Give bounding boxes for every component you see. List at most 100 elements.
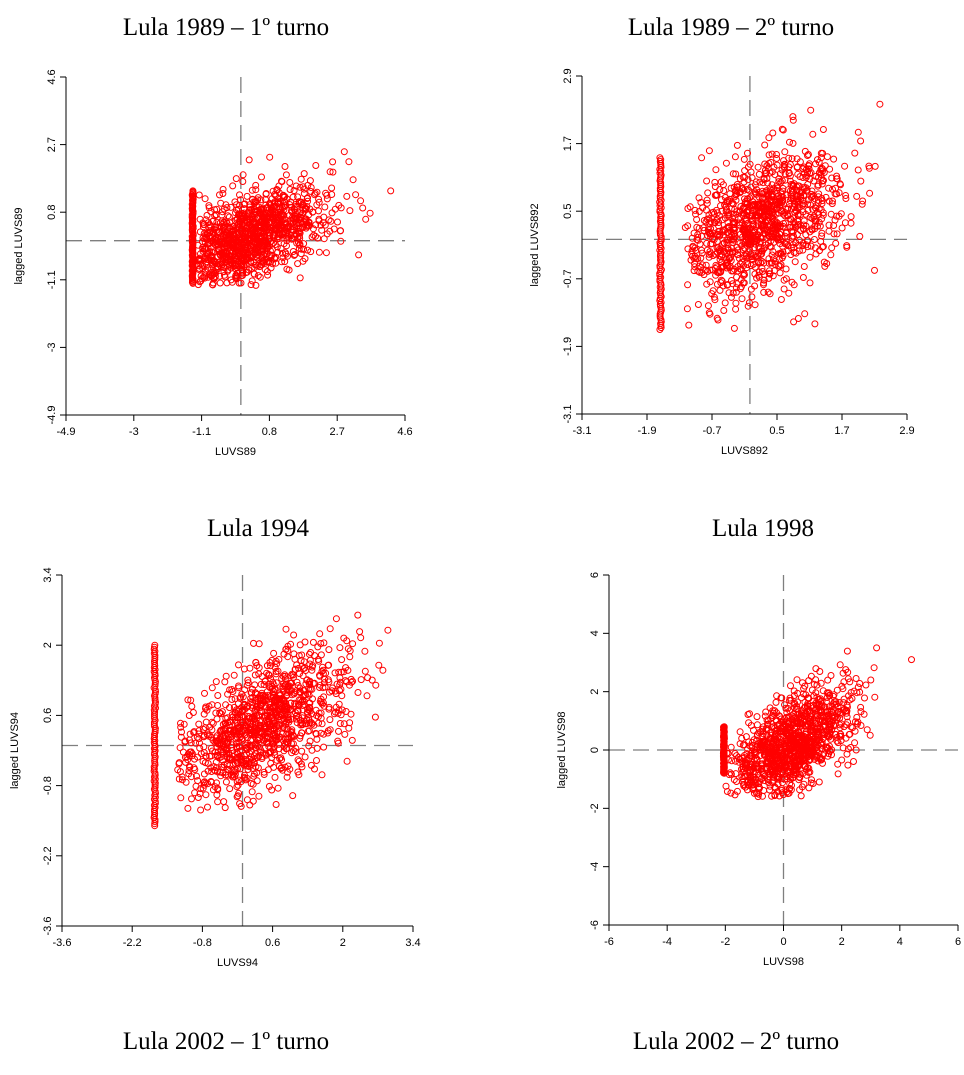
scatter-plot-lula-1989-1-point	[260, 229, 268, 237]
scatter-plot-lula-1989-1-point	[196, 278, 204, 286]
scatter-plot-lula-1998-point	[850, 758, 857, 765]
scatter-plot-lula-1989-1-point	[307, 248, 315, 256]
scatter-plot-lula-1989-1-point	[266, 153, 274, 161]
scatter-plot-lula-1989-1-point	[214, 263, 222, 271]
scatter-plot-lula-1989-1-point	[300, 245, 308, 253]
scatter-plot-lula-1998-point	[908, 656, 915, 664]
scatter-plot-lula-1998-y-tick-label: -2	[589, 803, 601, 813]
scatter-plot-lula-1989-1-point	[334, 218, 341, 226]
scatter-plot-lula-1989-1-point	[239, 171, 247, 179]
scatter-plot-lula-1989-1-point	[296, 183, 304, 191]
scatter-plot-lula-1989-1-point	[346, 207, 354, 215]
scatter-plot-lula-1989-1-point	[329, 158, 337, 166]
scatter-plot-lula-1989-1-point	[211, 258, 219, 266]
scatter-plot-lula-1989-1-point	[326, 227, 334, 235]
scatter-plot-lula-1998-y-tick-label: 0	[589, 747, 601, 753]
scatter-plot-lula-1998-y-tick-label: 2	[589, 689, 601, 695]
scatter-plot-lula-1998-y-label: lagged LUVS98	[556, 711, 568, 788]
scatter-plot-lula-1989-1-point	[312, 232, 319, 240]
scatter-plot-lula-1989-1-point	[248, 277, 256, 285]
scatter-plot-lula-1989-1-point	[207, 237, 215, 245]
scatter-plot-lula-1989-1-point	[308, 233, 316, 241]
scatter-plot-lula-1989-1-point	[253, 226, 260, 234]
plot-title-lula-1994: Lula 1994	[206, 515, 310, 542]
scatter-plot-lula-1989-1-point	[255, 238, 263, 246]
scatter-plot-lula-1989-1-point	[312, 221, 320, 229]
scatter-plot-lula-1989-1-point	[207, 208, 215, 216]
scatter-plot-lula-1998-point	[843, 647, 851, 655]
scatter-plot-lula-1998-point	[836, 661, 844, 669]
scatter-plot-lula-1989-1-point	[243, 192, 251, 200]
scatter-plot-lula-1998-point	[838, 756, 846, 764]
scatter-plot-lula-1998-x-tick-label: 2	[839, 936, 845, 948]
scatter-plot-lula-1989-1-point	[227, 246, 235, 254]
scatter-plot-lula-1989-1-point	[281, 163, 289, 170]
scatter-plot-lula-1989-1-point	[209, 217, 217, 225]
scatter-plot-lula-1998-point	[736, 728, 744, 736]
scatter-plot-lula-1989-1-point	[300, 190, 308, 197]
scatter-plot-lula-1989-1-point	[219, 190, 227, 197]
scatter-plot-lula-1989-1-point	[337, 227, 344, 235]
scatter-plot-lula-1989-1-point	[254, 272, 262, 280]
scatter-plot-lula-1989-1-point	[219, 185, 227, 193]
scatter-plot-lula-1989-1-point	[262, 196, 269, 203]
scatter-plot-lula-1998-point	[781, 701, 788, 709]
scatter-plot-lula-1998-point	[870, 664, 878, 672]
scatter-plot-lula-1989-1-point	[298, 245, 306, 253]
scatter-plot-lula-1989-1-point	[281, 258, 289, 266]
scatter-plot-lula-1998-x-label: LUVS98	[763, 956, 804, 968]
plot-title-lula-2002-1: Lula 2002 – 1º turno	[122, 1028, 330, 1055]
scatter-plot-lula-1989-1-point	[200, 230, 208, 237]
plot-title-lula-2002-2: Lula 2002 – 2º turno	[632, 1028, 840, 1055]
plot-title-lula-1989-1: Lula 1989 – 1º turno	[122, 14, 330, 41]
scatter-plot-lula-1989-1-point	[286, 179, 294, 186]
scatter-plot-lula-1989-1-point	[296, 241, 304, 249]
scatter-plot-lula-1989-1-point	[285, 266, 293, 274]
scatter-plot-lula-1989-1-point	[327, 217, 335, 225]
scatter-plot-lula-1989-1-point	[359, 204, 367, 212]
scatter-plot-lula-1989-1-point	[300, 170, 308, 178]
scatter-plot-lula-1989-1-point	[325, 216, 333, 224]
scatter-plot-lula-1989-1-point	[277, 212, 285, 219]
scatter-plot-lula-1989-1-point	[352, 191, 360, 199]
scatter-plot-lula-1998-y-tick-label: -6	[589, 920, 601, 930]
scatter-plot-lula-1989-1-point	[290, 251, 298, 259]
scatter-plot-lula-1989-1-point	[232, 175, 240, 183]
scatter-plot-lula-1989-1-point	[328, 184, 336, 192]
scatter-plot-lula-1998-point	[753, 713, 761, 721]
scatter-plot-lula-1989-1-point	[315, 198, 323, 206]
scatter-plot-lula-1989-1-point	[209, 239, 217, 247]
scatter-plot-lula-1989-1-point	[264, 203, 272, 211]
scatter-plot-lula-1998-point	[851, 739, 859, 747]
scatter-plot-lula-1989-1-point	[322, 249, 330, 257]
scatter-plot-lula-1989-1-point	[209, 279, 217, 287]
scatter-plot-lula-1998-point	[772, 698, 780, 706]
scatter-plot-lula-1989-1-point	[306, 177, 314, 185]
plot-title-lula-1989-2: Lula 1989 – 2º turno	[627, 14, 835, 41]
scatter-plot-lula-1989-1-point	[252, 181, 260, 189]
scatter-plot-lula-1989-1-point	[235, 279, 243, 287]
scatter-plot-lula-1998-point	[863, 726, 871, 734]
scatter-plot-lula-1998-y-tick-label: 4	[589, 630, 601, 636]
scatter-plot-lula-1989-1-point	[270, 199, 278, 207]
scatter-plot-lula-1989-1-point	[227, 276, 235, 284]
scatter-plot-lula-1998-x-tick-label: -2	[720, 936, 730, 948]
scatter-plot-lula-1989-1-point	[315, 248, 323, 256]
scatter-plot-lula-1989-1-point	[282, 171, 290, 179]
scatter-plot-lula-1989-1-point	[278, 258, 286, 266]
scatter-plot-lula-1989-1-point	[195, 191, 203, 199]
scatter-plot-lula-1998-point	[815, 778, 823, 786]
scatter-plot-lula-1989-1-point	[203, 211, 211, 219]
scatter-plot-lula-1989-1-point	[307, 184, 315, 191]
scatter-plot-lula-1989-1-point	[196, 228, 204, 236]
scatter-plot-lula-1989-1-point	[296, 274, 304, 282]
scatter-plot-lula-1989-1-point	[248, 186, 256, 194]
scatter-plot-lula-1989-1-point	[296, 209, 304, 217]
scatter-plot-lula-1998-point	[766, 786, 774, 794]
scatter-plot-lula-1998-point	[787, 682, 794, 690]
scatter-plot-lula-1989-1-point	[271, 254, 278, 262]
scatter-plot-lula-1989-1-point	[227, 203, 235, 211]
scatter-plot-lula-1989-1-point	[275, 182, 283, 190]
scatter-plot-lula-1989-1-point	[216, 279, 224, 287]
